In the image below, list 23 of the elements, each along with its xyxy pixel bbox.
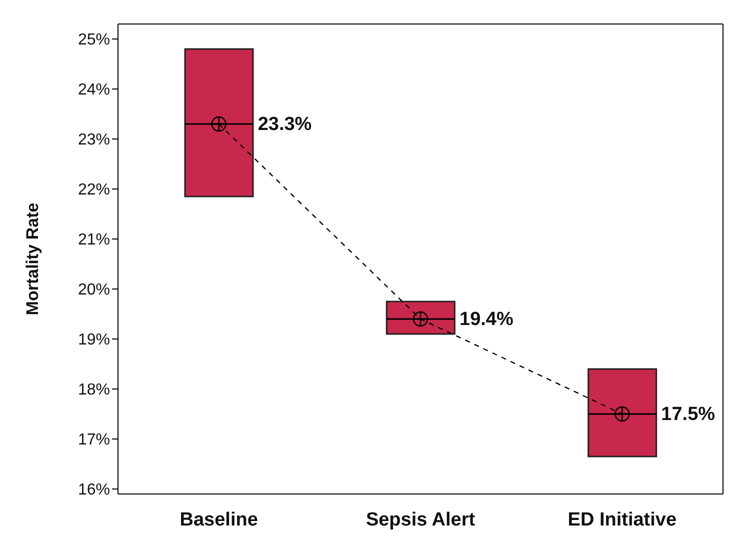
point <box>614 406 630 422</box>
x-tick-label: Sepsis Alert <box>366 509 476 530</box>
x-tick-label: ED Initiative <box>568 509 677 530</box>
y-tick-label: 21% <box>78 232 110 249</box>
y-tick-label: 22% <box>78 182 110 199</box>
y-tick-label: 20% <box>78 282 110 299</box>
x-tick-label: Baseline <box>180 509 258 530</box>
bar <box>184 48 254 198</box>
y-tick-label: 19% <box>78 332 110 349</box>
y-tick-label: 16% <box>78 482 110 499</box>
data-label: 19.4% <box>460 309 514 330</box>
y-tick-label: 23% <box>78 132 110 149</box>
data-label: 17.5% <box>661 404 716 425</box>
y-tick-label: 18% <box>78 382 110 399</box>
y-tick-label: 25% <box>78 32 110 49</box>
y-tick-label: 24% <box>78 82 110 99</box>
y-tick-label: 17% <box>78 432 110 449</box>
bar <box>386 300 456 335</box>
bar <box>588 368 658 458</box>
point <box>211 116 226 132</box>
data-label: 23.3% <box>258 114 312 135</box>
y-axis-title: Mortality Rate <box>23 202 42 316</box>
point <box>412 311 428 327</box>
